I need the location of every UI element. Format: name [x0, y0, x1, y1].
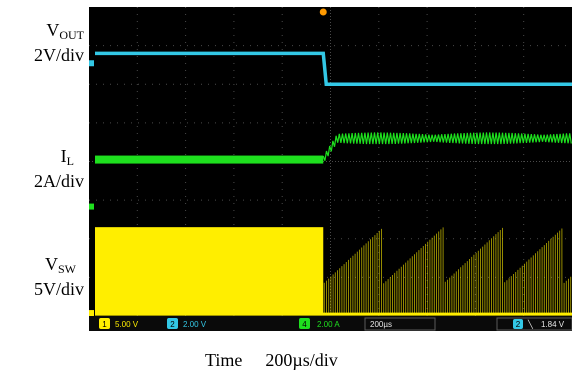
ch4-number: 4: [302, 320, 307, 329]
il-scale: 2A/div: [33, 171, 84, 191]
vsw-switching-block: [95, 227, 324, 315]
ch1-ground-marker: [89, 310, 94, 318]
trigger-slope-icon: ╲: [527, 319, 534, 329]
trigger-channel-badge: [513, 319, 523, 329]
time-label: Time: [205, 350, 243, 370]
timebase-box[interactable]: [364, 317, 436, 331]
ch1-number: 1: [102, 320, 107, 329]
ch4-ground-marker: [89, 203, 94, 210]
il-trace-before: [95, 155, 324, 164]
trigger-position-marker: [319, 8, 327, 16]
ch2-scale: 2.00 V: [183, 320, 207, 329]
ch4-badge[interactable]: [299, 318, 310, 329]
vsw-scale: 5V/div: [33, 279, 84, 299]
trigger-level: 1.84 V: [541, 320, 565, 329]
waveform-traces: [89, 8, 572, 318]
time-scale: 200µs/div: [265, 350, 338, 370]
vsw-name: VSW: [45, 254, 76, 276]
vout-name: VOUT: [46, 20, 84, 42]
ch2-ground-marker: [89, 60, 94, 67]
ch4-scale: 2.00 A: [317, 320, 340, 329]
vout-label: VOUT 2V/div: [18, 20, 84, 65]
trigger-box[interactable]: [496, 317, 572, 331]
trigger-channel-number: 2: [516, 320, 521, 329]
il-trace-after: [322, 132, 572, 161]
vout-trace: [95, 51, 572, 86]
il-name: IL: [60, 146, 74, 168]
il-label: IL 2A/div: [18, 146, 84, 191]
time-caption: Time 200µs/div: [205, 350, 338, 371]
ch2-badge[interactable]: [167, 318, 178, 329]
oscilloscope-screen: 1 5.00 V 2 2.00 V 4 2.00 A 200µs 2 ╲ 1.8…: [89, 7, 572, 331]
vout-scale: 2V/div: [33, 45, 84, 65]
status-bar: 1 5.00 V 2 2.00 V 4 2.00 A 200µs 2 ╲ 1.8…: [89, 316, 572, 331]
vsw-label: VSW 5V/div: [18, 254, 84, 299]
vsw-burst-switching: [323, 227, 572, 315]
ch1-scale: 5.00 V: [115, 320, 139, 329]
timebase-value: 200µs: [370, 320, 392, 329]
ch2-number: 2: [170, 320, 175, 329]
ch1-badge[interactable]: [99, 318, 110, 329]
